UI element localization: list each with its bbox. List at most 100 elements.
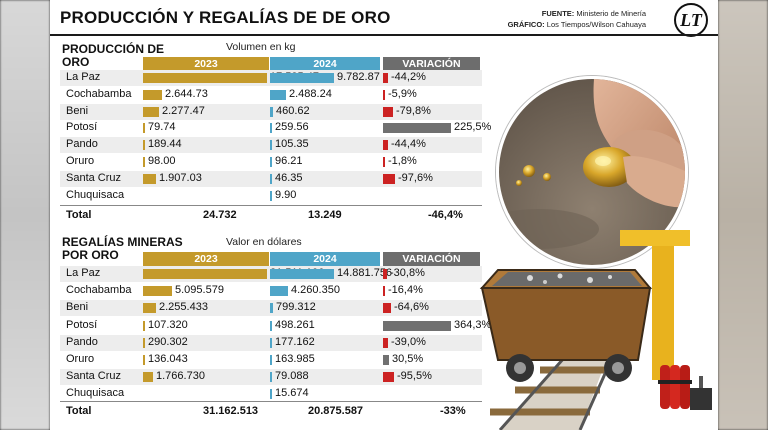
royalties-subtitle: Valor en dólares bbox=[226, 236, 302, 248]
bar-variation bbox=[383, 173, 395, 184]
bar-variation bbox=[383, 123, 451, 134]
page-title: PRODUCCIÓN Y REGALÍAS DE DE ORO bbox=[60, 8, 391, 27]
total-2023: 31.162.513 bbox=[203, 405, 259, 417]
value-variation: -44,2% bbox=[391, 71, 426, 83]
total-label: Total bbox=[66, 405, 92, 417]
production-header-2023: 2023 bbox=[143, 57, 269, 71]
newspaper-logo: LT bbox=[674, 3, 708, 37]
total-2023: 24.732 bbox=[203, 209, 237, 221]
value-2024: 460.62 bbox=[276, 104, 310, 117]
source-credit: FUENTE: Ministerio de Minería bbox=[542, 9, 646, 18]
value-2024: 4.260.350 bbox=[291, 284, 340, 297]
bar-2024 bbox=[270, 89, 286, 100]
bar-2023 bbox=[143, 286, 172, 297]
bar-2024 bbox=[270, 157, 272, 167]
production-subtitle: Volumen en kg bbox=[226, 41, 296, 53]
royalties-table-row: La Paz21.511.10614.881.756-30,8% bbox=[60, 266, 482, 282]
bar-2023 bbox=[143, 157, 145, 167]
value-variation: -30,8% bbox=[390, 267, 425, 279]
bar-2023 bbox=[143, 355, 145, 365]
bar-variation bbox=[383, 303, 391, 314]
production-table-row: Pando 189.44 105.35 -44,4% bbox=[60, 137, 482, 154]
bar-2023 bbox=[143, 106, 159, 117]
department-label: La Paz bbox=[66, 71, 101, 83]
value-2024: 498.261 bbox=[275, 318, 315, 331]
value-2024: 79.088 bbox=[275, 370, 309, 383]
value-variation: -16,4% bbox=[388, 284, 423, 297]
production-table-row: Cochabamba 2.644.73 2.488.24 -5,9% bbox=[60, 87, 482, 103]
department-label: Santa Cruz bbox=[66, 370, 122, 383]
title-divider bbox=[50, 34, 718, 36]
value-2024: 163.985 bbox=[275, 353, 315, 365]
production-table-row: La Paz17.535.479.782.87-44,2% bbox=[60, 70, 482, 86]
bar-2023 bbox=[143, 173, 156, 184]
bar-2023 bbox=[143, 269, 267, 279]
royalties-total-row: Total 31.162.513 20.875.587 -33% bbox=[60, 401, 482, 420]
mine-cart-illustration bbox=[479, 230, 712, 430]
production-total-row: Total 24.732 13.249 -46,4% bbox=[60, 205, 482, 224]
infographic-card: PRODUCCIÓN Y REGALÍAS DE DE ORO FUENTE: … bbox=[50, 0, 718, 430]
bar-2024 bbox=[270, 140, 272, 151]
value-2023: 290.302 bbox=[148, 335, 188, 348]
total-variation: -33% bbox=[440, 405, 466, 417]
value-variation: 225,5% bbox=[454, 121, 492, 134]
department-label: Oruro bbox=[66, 155, 95, 167]
value-2024: 96.21 bbox=[275, 155, 303, 167]
department-label: Chuquisaca bbox=[66, 387, 125, 400]
bar-2024 bbox=[270, 355, 272, 365]
value-variation: -97,6% bbox=[398, 171, 433, 184]
bar-2023 bbox=[143, 303, 156, 314]
department-label: Chuquisaca bbox=[66, 188, 125, 201]
royalties-table-row: Santa Cruz 1.766.730 79.088 -95,5% bbox=[60, 369, 482, 386]
bar-2023 bbox=[143, 372, 153, 383]
royalties-section-title: REGALÍAS MINERAS POR ORO bbox=[62, 235, 183, 262]
gold-nugget-photo bbox=[496, 76, 688, 268]
bar-2023 bbox=[143, 140, 145, 151]
production-section-title: PRODUCCIÓN DE ORO bbox=[62, 42, 165, 69]
total-label: Total bbox=[66, 209, 92, 221]
graphic-credit: GRÁFICO: Los Tiempos/Wilson Cahuaya bbox=[508, 20, 646, 29]
production-table-row: Oruro 98.00 96.21 -1,8% bbox=[60, 154, 482, 170]
value-2024: 799.312 bbox=[276, 301, 316, 314]
bar-variation bbox=[383, 140, 388, 151]
bar-2024 bbox=[270, 286, 288, 297]
bar-variation bbox=[383, 372, 394, 383]
production-header-2024: 2024 bbox=[270, 57, 380, 71]
production-table-row: Beni 2.277.47 460.62 -79,8% bbox=[60, 103, 482, 120]
production-header-variation: VARIACIÓN bbox=[383, 57, 480, 71]
value-2023: 107.320 bbox=[148, 318, 188, 331]
bar-variation bbox=[383, 269, 387, 279]
royalties-header-variation: VARIACIÓN bbox=[383, 252, 480, 266]
value-variation: -5,9% bbox=[388, 87, 417, 100]
value-2023: 2.277.47 bbox=[162, 104, 205, 117]
royalties-table-row: Cochabamba 5.095.579 4.260.350 -16,4% bbox=[60, 283, 482, 299]
value-2023: 1.766.730 bbox=[156, 370, 205, 383]
value-2023: 1.907.03 bbox=[159, 171, 202, 184]
bar-2024 bbox=[270, 389, 272, 400]
bar-2024 bbox=[270, 303, 273, 314]
value-2023: 2.255.433 bbox=[159, 301, 208, 314]
value-variation: -1,8% bbox=[388, 155, 417, 167]
source-label: FUENTE: bbox=[541, 9, 575, 18]
value-2024: 177.162 bbox=[275, 335, 315, 348]
background-right bbox=[718, 0, 768, 430]
department-label: Beni bbox=[66, 301, 89, 314]
bar-2023 bbox=[143, 73, 267, 83]
bar-2024 bbox=[270, 337, 272, 348]
total-2024: 20.875.587 bbox=[308, 405, 364, 417]
royalties-table-row: Pando 290.302 177.162 -39,0% bbox=[60, 334, 482, 351]
bar-2023 bbox=[143, 337, 145, 348]
value-variation: -39,0% bbox=[391, 335, 426, 348]
value-2024: 46.35 bbox=[275, 171, 303, 184]
value-variation: 30,5% bbox=[392, 353, 424, 365]
department-label: Cochabamba bbox=[66, 284, 132, 297]
bar-variation bbox=[383, 73, 388, 83]
value-2024: 15.674 bbox=[275, 387, 309, 400]
department-label: Cochabamba bbox=[66, 87, 132, 100]
source-text: Ministerio de Minería bbox=[576, 9, 646, 18]
bar-variation bbox=[383, 286, 385, 297]
total-2024: 13.249 bbox=[308, 209, 342, 221]
graphic-label: GRÁFICO: bbox=[507, 20, 545, 29]
value-2023: 2.644.73 bbox=[165, 87, 208, 100]
